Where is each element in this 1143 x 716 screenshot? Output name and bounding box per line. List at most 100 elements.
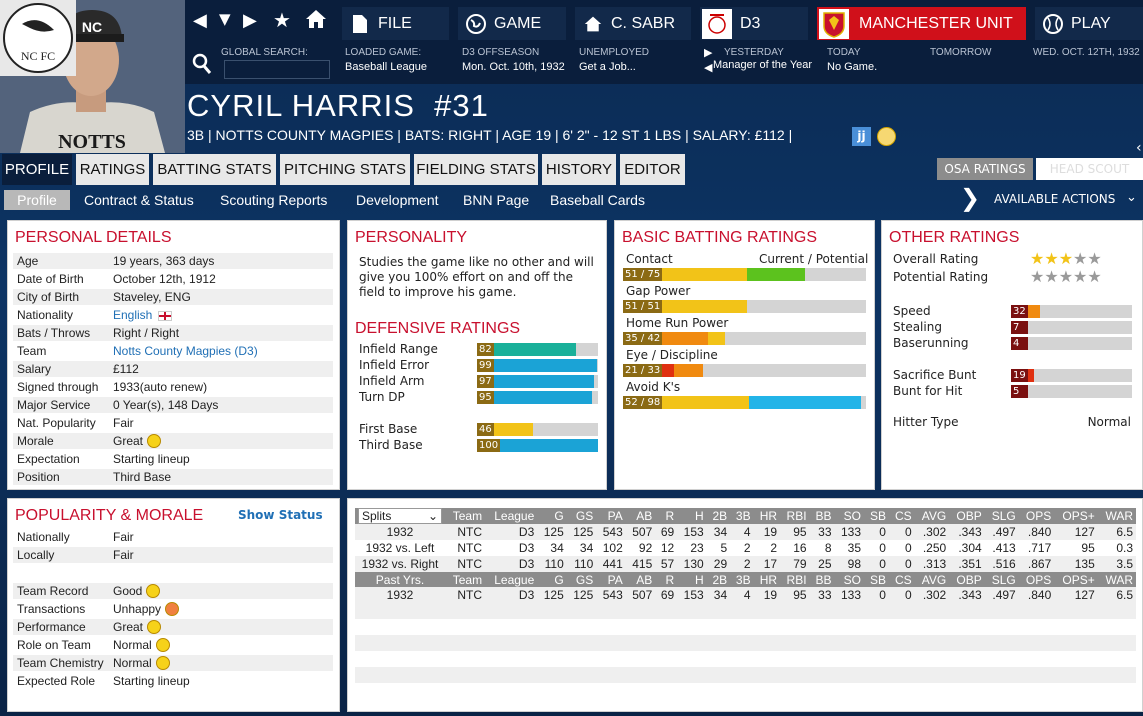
club-menu[interactable]: MANCHESTER UNIT [817, 7, 1026, 40]
stats-header-cell[interactable]: League [494, 572, 535, 587]
stats-header-cell[interactable]: 2B [712, 509, 728, 523]
stats-header-cell[interactable]: SO [843, 572, 861, 587]
stats-header-cell[interactable]: CS [894, 509, 912, 523]
stats-header-cell[interactable]: AVG [921, 572, 947, 587]
stats-header-cell[interactable]: SB [869, 572, 886, 587]
stats-header-cell[interactable]: CS [894, 572, 912, 587]
subtab-baseball-cards[interactable]: Baseball Cards [550, 192, 645, 208]
subtab-development[interactable]: Development [356, 192, 439, 208]
stats-header-cell[interactable]: H [695, 572, 704, 587]
loaded-game-value[interactable]: Baseball League [345, 61, 427, 73]
show-status-link[interactable]: Show Status [238, 508, 323, 522]
get-job-link[interactable]: Get a Job... [579, 61, 636, 73]
league-menu[interactable]: D3 [700, 7, 808, 40]
bar-value: 99 [477, 359, 494, 372]
subtab-bnn-page[interactable]: BNN Page [463, 192, 530, 208]
stats-header-cell[interactable]: RBI [786, 509, 807, 523]
stats-header-cell[interactable]: OBP [956, 509, 982, 523]
stats-cell: 0 [879, 557, 886, 571]
file-menu[interactable]: FILE [342, 7, 449, 40]
stats-header-cell[interactable]: AVG [921, 509, 947, 523]
personal-row: Team Notts County Magpies (D3) [13, 343, 333, 359]
bar-value: 4 [1011, 337, 1028, 350]
forward-arrow-icon[interactable]: ▶ [243, 10, 257, 31]
stats-header-cell[interactable]: SO [843, 509, 861, 523]
stats-header-cell[interactable]: GS [575, 572, 594, 587]
team-menu[interactable]: C. SABR [575, 7, 691, 40]
play-menu[interactable]: PLAY [1035, 7, 1143, 40]
stats-header-cell[interactable]: 3B [735, 509, 751, 523]
stats-header-cell[interactable]: WAR [1105, 509, 1133, 523]
home-icon[interactable] [305, 9, 327, 34]
search-icon[interactable] [192, 53, 212, 78]
bar-fill [749, 396, 862, 409]
stats-header-cell[interactable]: BB [815, 509, 832, 523]
subtab-contract-status[interactable]: Contract & Status [84, 192, 194, 208]
splits-select[interactable]: Splits ⌄ [358, 508, 442, 524]
subtab-profile[interactable]: Profile [4, 190, 70, 210]
hitter-type-label: Hitter Type [893, 415, 959, 429]
stats-header-cell[interactable]: PA [607, 572, 623, 587]
personal-row: Morale Great [13, 433, 333, 449]
stats-header-cell[interactable]: Team [452, 509, 483, 523]
stats-header-cell[interactable]: GS [575, 509, 594, 523]
game-menu[interactable]: GAME [458, 7, 566, 40]
stats-header-cell[interactable]: OBP [956, 572, 982, 587]
head-scout-toggle[interactable]: HEAD SCOUT [1036, 158, 1143, 180]
mood-icon[interactable] [877, 127, 896, 146]
stats-header-cell[interactable]: 2B [712, 572, 728, 587]
chevron-down-icon[interactable]: ⌄ [1126, 190, 1137, 205]
team-logo[interactable]: NC FC [0, 0, 76, 76]
stats-header-cell[interactable]: 3B [735, 572, 751, 587]
subtab-scouting-reports[interactable]: Scouting Reports [220, 192, 328, 208]
stats-header-cell[interactable]: RBI [786, 572, 807, 587]
stats-header-cell[interactable]: PA [607, 509, 623, 523]
club-crest-icon [819, 8, 849, 39]
stats-header-cell[interactable]: League [494, 509, 535, 523]
stats-header-cell[interactable]: R [665, 509, 675, 523]
stats-header-cell[interactable]: H [695, 509, 704, 523]
actions-chevron-icon[interactable]: ❯ [960, 184, 981, 212]
stats-header-cell[interactable]: SLG [991, 509, 1016, 523]
stats-header-cell[interactable]: OPS [1025, 509, 1052, 523]
tab-batting-stats[interactable]: BATTING STATS [153, 154, 276, 185]
stats-cell: 441 [602, 557, 623, 571]
tab-editor[interactable]: EDITOR [620, 154, 685, 185]
prev-day-arrow-icon[interactable]: ◀ [704, 61, 713, 74]
stats-header-cell[interactable]: R [665, 572, 675, 587]
next-day-arrow-icon[interactable]: ▶ [704, 46, 713, 59]
stats-header-cell[interactable]: HR [759, 572, 778, 587]
jj-badge-icon[interactable]: jj [852, 127, 871, 146]
available-actions-button[interactable]: AVAILABLE ACTIONS [994, 192, 1116, 206]
stats-header-cell[interactable]: Team [452, 572, 483, 587]
stats-cell: 12 [660, 541, 675, 555]
stats-cell: 69 [660, 525, 675, 539]
tab-profile[interactable]: PROFILE [2, 154, 72, 185]
dropdown-arrow-icon[interactable]: ▼ [219, 10, 231, 28]
personal-key: Signed through [17, 380, 99, 394]
personal-value[interactable]: English [113, 308, 333, 322]
stats-header-cell[interactable]: WAR [1105, 572, 1133, 587]
stats-header-cell[interactable]: BB [815, 572, 832, 587]
stats-header-cell[interactable]: HR [759, 509, 778, 523]
personal-value[interactable]: Notts County Magpies (D3) [113, 344, 258, 358]
stats-header-cell[interactable]: G [554, 509, 564, 523]
stats-header-cell[interactable]: OPS+ [1062, 509, 1095, 523]
tab-fielding-stats[interactable]: FIELDING STATS [414, 154, 538, 185]
stats-header-cell[interactable]: OPS+ [1062, 572, 1095, 587]
defensive-bar: 97 [477, 375, 598, 388]
osa-ratings-toggle[interactable]: OSA RATINGS [937, 158, 1033, 180]
stats-header-cell[interactable]: SLG [991, 572, 1016, 587]
stats-header-cell[interactable]: SB [869, 509, 886, 523]
stats-header-cell[interactable]: AB [636, 572, 653, 587]
stats-header-cell[interactable]: AB [636, 509, 653, 523]
star-icon[interactable]: ★ [273, 8, 291, 32]
tab-pitching-stats[interactable]: PITCHING STATS [280, 154, 410, 185]
stats-header-cell[interactable]: OPS [1025, 572, 1052, 587]
back-arrow-icon[interactable]: ◀ [193, 10, 207, 31]
global-search-input[interactable] [224, 60, 330, 79]
stats-header-cell[interactable]: G [554, 572, 564, 587]
collapse-arrow-icon[interactable]: ‹ [1136, 140, 1142, 156]
tab-ratings[interactable]: RATINGS [76, 154, 149, 185]
tab-history[interactable]: HISTORY [542, 154, 616, 185]
